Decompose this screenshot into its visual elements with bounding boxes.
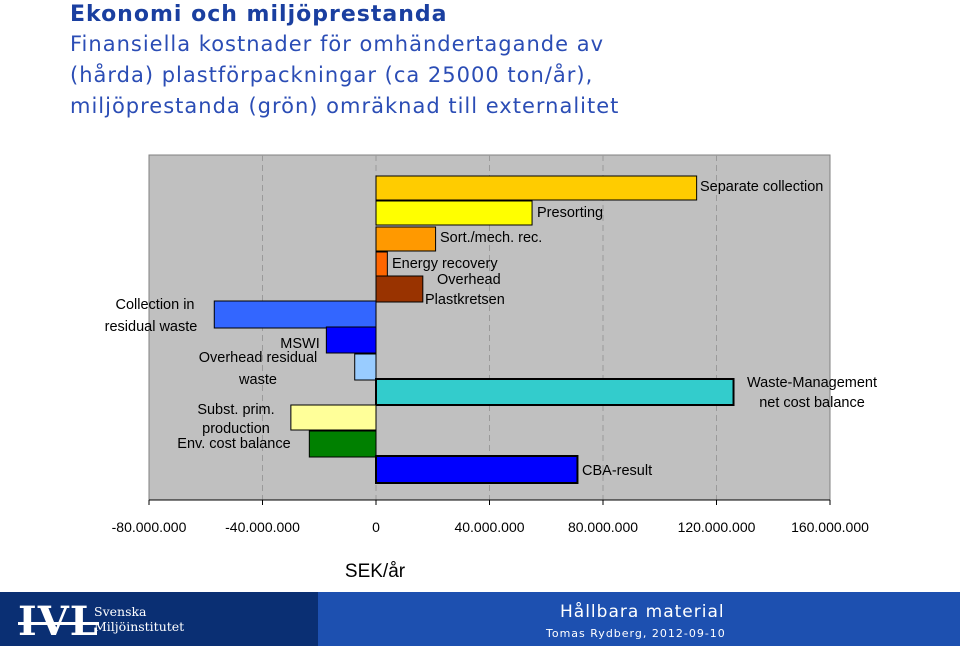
x-tick-label: 120.000.000 [678,519,756,535]
footer-band [318,592,960,646]
subtitle-line-1: Finansiella kostnader för omhändertagand… [70,32,605,56]
x-tick-label: 0 [372,519,380,535]
logo-name-line-1: Svenska [94,604,147,619]
bar [375,455,579,484]
bar-label: Separate collection [700,179,823,195]
bar [375,378,735,406]
x-tick-label: -80.000.000 [112,519,187,535]
x-tick-label: 160.000.000 [791,519,869,535]
bar-label: CBA-result [582,463,652,479]
x-tick-label: 80.000.000 [568,519,638,535]
bar [375,275,424,303]
logo-text: IVL [18,598,99,645]
bar-label: Overhead residual [199,350,318,366]
bar-label: Energy recovery [392,256,498,272]
x-tick-label: 40.000.000 [454,519,524,535]
bar [325,326,377,354]
bar-label: Sort./mech. rec. [440,230,542,246]
subtitle-line-2: (hårda) plastförpackningar (ca 25000 ton… [70,63,594,87]
x-tick-label: -40.000.000 [225,519,300,535]
waterfall-chart: -80.000.000 -40.000.000 0 40.000.000 80.000.… [105,154,877,582]
page-title: Ekonomi och miljöprestanda [70,2,448,27]
bar [308,430,377,458]
logo-name-line-2: Miljöinstitutet [94,619,185,634]
bar [375,251,388,277]
bar-label: net cost balance [759,395,865,411]
bar-label: production [202,421,270,437]
bar-label: waste [238,372,277,388]
bar-label: Collection in [116,297,195,313]
bar [354,353,377,381]
bar-label: Subst. prim. [197,402,274,418]
bar-label: Presorting [537,205,603,221]
footer-author: Tomas Rydberg, 2012-09-10 [546,627,726,640]
bar [375,226,437,252]
footer: IVL Svenska Miljöinstitutet [0,592,960,646]
bar-label: residual waste [105,319,198,335]
bar [290,404,377,431]
bar-label: Env. cost balance [177,436,290,452]
x-axis-label: SEK/år [345,561,406,582]
bar-label: MSWI [280,336,319,352]
footer-title: Hållbara material [560,602,725,622]
bar [375,200,533,226]
ivl-logo: IVL Svenska Miljöinstitutet [0,592,198,646]
bar [213,300,377,329]
bar-label: Waste-Management [747,375,877,391]
bar-label: Plastkretsen [425,292,505,308]
footer-spacer [198,592,318,646]
subtitle-line-3: miljöprestanda (grön) omräknad till exte… [70,94,620,118]
bar [375,175,698,201]
bar-label: Overhead [437,272,501,288]
